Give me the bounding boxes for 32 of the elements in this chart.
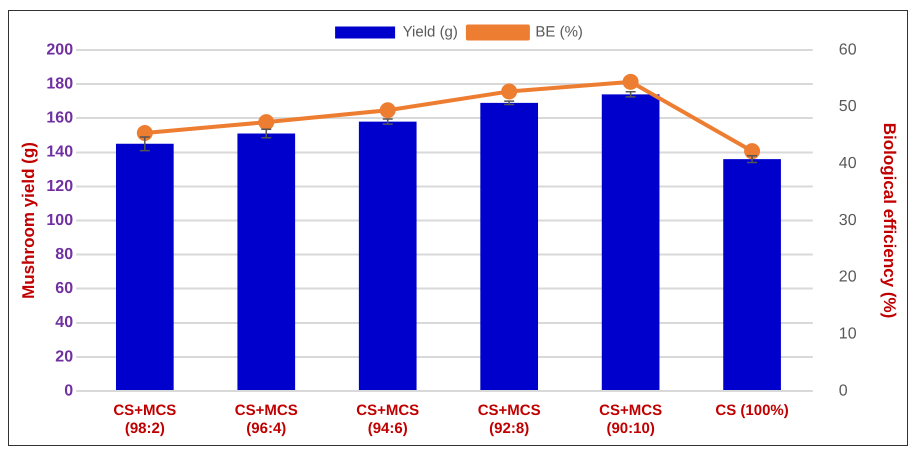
y2-tick-label: 20 (838, 268, 857, 286)
point (622, 74, 639, 90)
y2-tick-label: 40 (838, 155, 857, 172)
y-tick-label: 200 (46, 41, 74, 58)
y-tick-label: 60 (55, 280, 74, 298)
x-tick-label: CS+MCS (98:2) (113, 402, 176, 438)
y-tick-label: 20 (55, 348, 74, 366)
y-axis-title: Mushroom yield (g) (18, 142, 38, 299)
y2-axis-title: Biological efficiency (%) (880, 122, 900, 318)
point (380, 102, 396, 118)
y-tick-label: 0 (64, 382, 74, 400)
y2-tick-label: 50 (838, 98, 857, 116)
x-tick-label: CS+MCS (92:8) (478, 402, 541, 438)
y-tick-label: 160 (46, 110, 74, 127)
y-tick-label: 100 (46, 212, 74, 229)
legend-label: BE (%) (535, 24, 583, 41)
y2-tick-label: 60 (838, 41, 857, 58)
y2-tick-label: 10 (838, 326, 857, 343)
y-tick-label: 40 (55, 314, 74, 332)
y2-tick-label: 0 (838, 382, 848, 400)
y2-tick-label: 30 (838, 212, 857, 229)
x-tick-label: CS+MCS (94:6) (356, 402, 420, 438)
y-tick-label: 120 (46, 178, 74, 195)
point (258, 114, 274, 130)
x-tick-label: CS (100%) (715, 402, 789, 420)
point (501, 83, 518, 100)
x-tick-label: CS+MCS (90:10) (599, 402, 662, 438)
x-tick-label: CS+MCS (96:4) (234, 402, 298, 438)
y-tick-label: 140 (46, 144, 74, 161)
y-tick-label: 80 (55, 246, 74, 264)
legend-label: Yield (g) (402, 24, 458, 41)
y-tick-label: 180 (46, 76, 74, 93)
